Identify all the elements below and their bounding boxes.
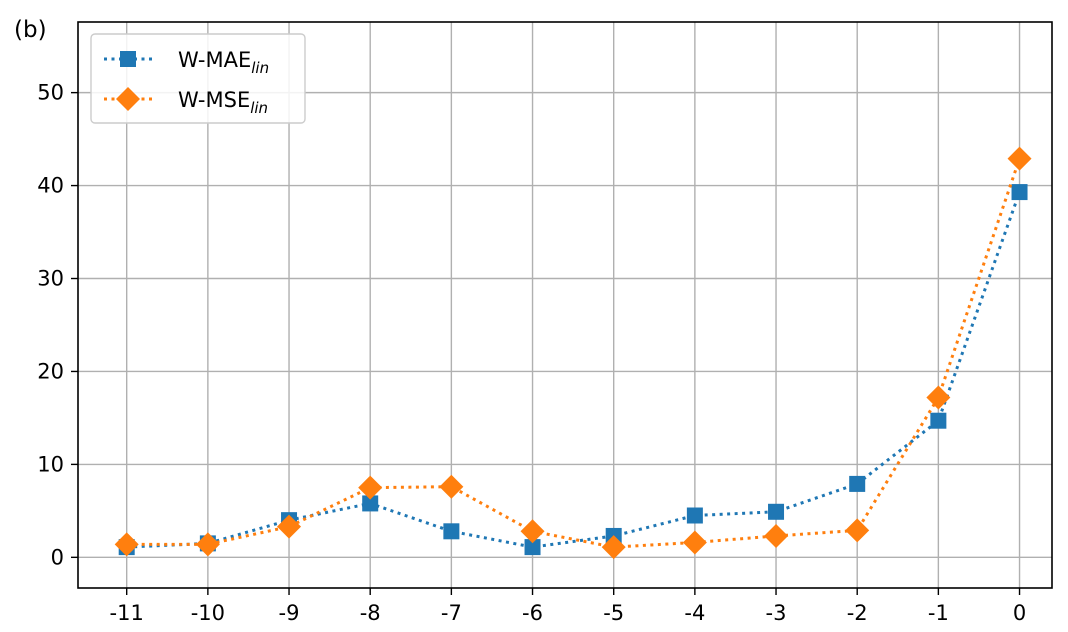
- x-tick-label: -11: [110, 601, 144, 625]
- y-tick-label: 40: [37, 174, 64, 198]
- data-point: [358, 475, 383, 500]
- data-point: [930, 412, 947, 429]
- series-layer: [114, 146, 1032, 560]
- data-point: [443, 523, 460, 540]
- data-point: [1007, 146, 1032, 171]
- data-point: [520, 519, 545, 544]
- legend-marker: [120, 51, 136, 67]
- x-tick-label: -8: [360, 601, 381, 625]
- data-point: [686, 507, 703, 524]
- y-tick-label: 20: [37, 359, 64, 383]
- data-point: [439, 474, 464, 499]
- x-tick-label: 0: [1013, 601, 1026, 625]
- series-line: [126, 191, 1021, 549]
- data-point: [601, 535, 626, 560]
- data-point: [195, 532, 220, 557]
- x-tick-label: -7: [441, 601, 462, 625]
- data-point: [362, 495, 379, 512]
- y-tick-label: 30: [37, 267, 64, 291]
- x-tick-label: -4: [684, 601, 705, 625]
- data-point: [849, 475, 866, 492]
- data-point: [764, 523, 789, 548]
- y-tick-label: 10: [37, 452, 64, 476]
- plot-frame: [77, 21, 1053, 589]
- x-tick-label: -6: [522, 601, 543, 625]
- series-1: [118, 184, 1028, 556]
- x-tick-label: -2: [847, 601, 868, 625]
- y-tick-label: 0: [51, 545, 64, 569]
- series-2: [114, 146, 1032, 560]
- data-point: [277, 514, 302, 539]
- data-point: [524, 539, 541, 556]
- data-point: [768, 503, 785, 520]
- x-tick-label: -5: [603, 601, 624, 625]
- data-point: [114, 532, 139, 557]
- x-tick-label: -9: [279, 601, 300, 625]
- legend-box: [90, 33, 306, 124]
- data-point: [845, 518, 870, 543]
- data-point: [926, 385, 951, 410]
- panel-label: (b): [14, 17, 47, 43]
- legend-marker: [116, 87, 140, 111]
- x-tick-label: -1: [928, 601, 949, 625]
- grid: [78, 22, 1052, 588]
- x-tick-label: -10: [191, 601, 225, 625]
- y-tick-label: 50: [37, 81, 64, 105]
- series-line: [126, 158, 1021, 549]
- data-point: [682, 530, 707, 555]
- data-point: [1011, 184, 1028, 201]
- x-tick-label: -3: [766, 601, 787, 625]
